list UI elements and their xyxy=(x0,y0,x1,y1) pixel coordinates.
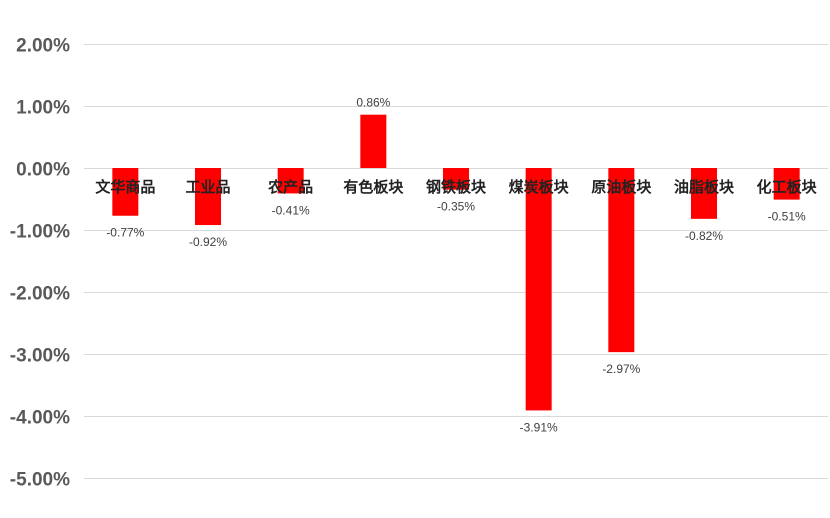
category-label: 工业品 xyxy=(185,178,230,196)
y-tick-label: -1.00% xyxy=(10,222,70,243)
category-label: 文华商品 xyxy=(95,178,155,196)
bar xyxy=(195,168,221,226)
bar xyxy=(608,168,635,353)
data-label: -0.35% xyxy=(437,200,475,214)
bar xyxy=(773,168,800,200)
bar xyxy=(525,168,552,411)
category-label: 煤炭板块 xyxy=(509,178,570,196)
data-label: 0.86% xyxy=(356,96,390,110)
category-label: 有色板块 xyxy=(343,178,404,196)
y-tick-label: 1.00% xyxy=(16,98,70,119)
category-label: 化工板块 xyxy=(757,178,818,196)
bar xyxy=(691,168,717,219)
data-label: -0.92% xyxy=(189,235,227,249)
category-labels: 文华商品 工业品 农产品 有色板块 钢铁板块 煤炭板块 原油板块 油脂板块 化工板块 xyxy=(95,178,817,196)
gridlines xyxy=(84,44,828,479)
bar-series xyxy=(112,114,800,411)
data-label: -0.51% xyxy=(768,210,806,224)
y-axis-tick-labels: 2.00% 1.00% 0.00% -1.00% -2.00% -3.00% -4.00% -… xyxy=(10,36,70,491)
y-tick-label: -4.00% xyxy=(10,408,70,429)
data-labels: -0.77% -0.92% -0.41% 0.86% -0.35% -3.91% -2.97… xyxy=(106,96,806,435)
y-tick-label: -2.00% xyxy=(10,284,70,305)
y-tick-label: -3.00% xyxy=(10,346,70,367)
y-tick-label: 2.00% xyxy=(16,36,70,57)
data-label: -2.97% xyxy=(602,362,640,376)
category-label: 原油板块 xyxy=(591,178,652,196)
bar xyxy=(443,168,469,190)
category-label: 农产品 xyxy=(267,178,313,196)
category-label: 油脂板块 xyxy=(674,178,735,196)
data-label: -0.41% xyxy=(272,203,310,217)
y-tick-label: 0.00% xyxy=(16,160,70,181)
data-label: -3.91% xyxy=(520,420,558,434)
data-label: -0.82% xyxy=(685,229,723,243)
bar xyxy=(277,168,304,194)
category-label: 钢铁板块 xyxy=(426,178,487,196)
bar xyxy=(360,114,387,168)
y-tick-label: -5.00% xyxy=(10,470,70,491)
data-label: -0.77% xyxy=(106,226,144,240)
bar xyxy=(112,168,139,216)
